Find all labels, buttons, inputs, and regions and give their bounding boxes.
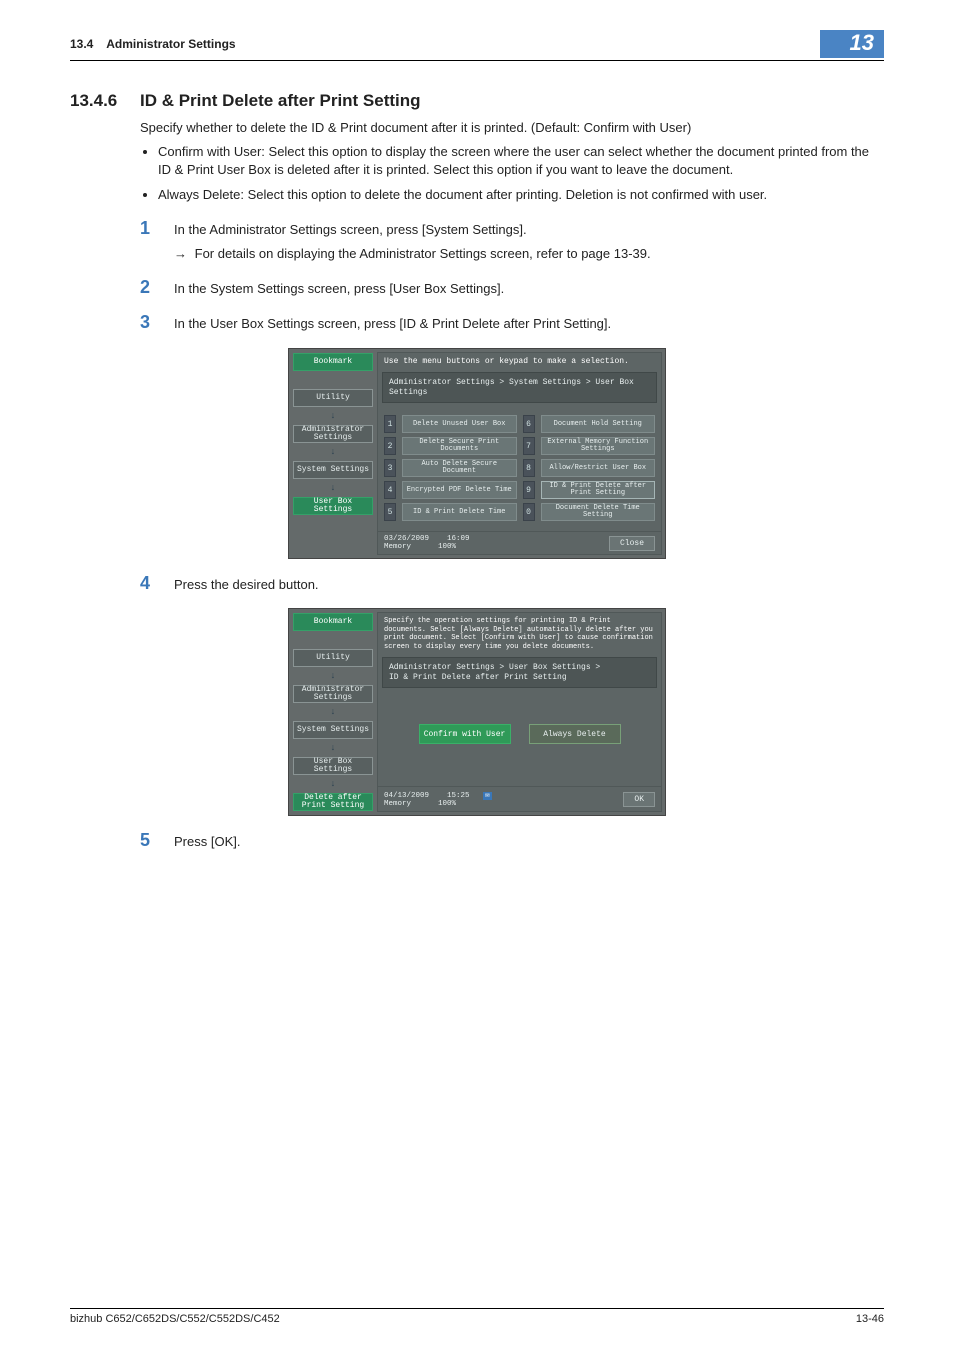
menu-item[interactable]: Document Hold Setting	[541, 415, 656, 433]
step: 4 Press the desired button.	[140, 573, 884, 594]
header-section-num: 13.4	[70, 37, 93, 51]
menu-num: 9	[523, 481, 535, 499]
chevron-down-icon: ↓	[293, 743, 373, 753]
menu-item[interactable]: ID & Print Delete after Print Setting	[541, 481, 656, 499]
menu-num: 3	[384, 459, 396, 477]
sidebar-item-bookmark[interactable]: Bookmark	[293, 613, 373, 631]
sidebar-item-utility[interactable]: Utility	[293, 649, 373, 667]
options-area: Confirm with User Always Delete	[378, 690, 661, 786]
step-substep: → For details on displaying the Administ…	[174, 245, 884, 263]
sidebar-item-user-box-settings[interactable]: User Box Settings	[293, 757, 373, 775]
breadcrumb: Administrator Settings > System Settings…	[382, 372, 657, 403]
footer-memory-label: Memory	[384, 800, 411, 808]
step-number: 5	[140, 830, 174, 851]
menu-num: 6	[523, 415, 535, 433]
page-header: 13.4 Administrator Settings 13	[70, 30, 884, 61]
sidebar-item-admin-settings[interactable]: Administrator Settings	[293, 685, 373, 703]
panel-footer: 03/26/2009 16:09 Memory 100% Close	[378, 531, 661, 554]
footer-time: 16:09	[447, 535, 470, 543]
menu-num: 1	[384, 415, 396, 433]
chevron-down-icon: ↓	[293, 483, 373, 493]
footer-date: 04/13/2009	[384, 792, 429, 800]
step: 5 Press [OK].	[140, 830, 884, 851]
step-text: Press the desired button.	[174, 573, 884, 594]
sidebar: Bookmark Utility ↓ Administrator Setting…	[289, 349, 377, 559]
intro-paragraph: Specify whether to delete the ID & Print…	[140, 119, 884, 137]
step-number: 4	[140, 573, 174, 594]
ok-button[interactable]: OK	[623, 792, 655, 807]
step-number: 2	[140, 277, 174, 298]
footer-memory-label: Memory	[384, 543, 411, 551]
chevron-down-icon: ↓	[293, 447, 373, 457]
sidebar-item-bookmark[interactable]: Bookmark	[293, 353, 373, 371]
menu-item[interactable]: Auto Delete Secure Document	[402, 459, 517, 477]
menu-item[interactable]: Allow/Restrict User Box	[541, 459, 656, 477]
menu-num: 7	[523, 437, 535, 455]
sidebar-item-system-settings[interactable]: System Settings	[293, 461, 373, 479]
section-number: 13.4.6	[70, 91, 140, 111]
sidebar-item-user-box-settings[interactable]: User Box Settings	[293, 497, 373, 515]
footer-time: 15:25	[447, 792, 470, 800]
bullet-item: Always Delete: Select this option to del…	[158, 186, 884, 204]
chevron-down-icon: ↓	[293, 707, 373, 717]
section-title-row: 13.4.6 ID & Print Delete after Print Set…	[70, 91, 884, 111]
substep-text: For details on displaying the Administra…	[195, 246, 651, 261]
chapter-badge: 13	[820, 30, 884, 58]
screenshot-user-box-settings: Bookmark Utility ↓ Administrator Setting…	[288, 348, 666, 560]
screenshot-delete-after-print: Bookmark Utility ↓ Administrator Setting…	[288, 608, 666, 816]
step-text: In the System Settings screen, press [Us…	[174, 277, 884, 298]
option-always-delete[interactable]: Always Delete	[529, 724, 621, 744]
arrow-icon: →	[174, 246, 187, 261]
sidebar-item-delete-after-print[interactable]: Delete after Print Setting	[293, 793, 373, 811]
menu-item[interactable]: Delete Unused User Box	[402, 415, 517, 433]
menu-grid: 1 Delete Unused User Box 6 Document Hold…	[378, 405, 661, 531]
chevron-down-icon: ↓	[293, 411, 373, 421]
panel-footer: 04/13/2009 15:25 ✉ Memory 100% OK	[378, 786, 661, 811]
menu-num: 2	[384, 437, 396, 455]
panel-instruction: Use the menu buttons or keypad to make a…	[378, 353, 661, 371]
sidebar-item-admin-settings[interactable]: Administrator Settings	[293, 425, 373, 443]
status-icon: ✉	[483, 792, 492, 800]
footer-model: bizhub C652/C652DS/C552/C552DS/C452	[70, 1313, 280, 1325]
footer-page-number: 13-46	[856, 1313, 884, 1325]
menu-num: 4	[384, 481, 396, 499]
panel-instruction: Specify the operation settings for print…	[378, 613, 661, 655]
breadcrumb: Administrator Settings > User Box Settin…	[382, 657, 657, 688]
menu-num: 5	[384, 503, 396, 521]
chevron-down-icon: ↓	[293, 779, 373, 789]
chevron-down-icon: ↓	[293, 671, 373, 681]
step-text: In the Administrator Settings screen, pr…	[174, 221, 884, 239]
step: 3 In the User Box Settings screen, press…	[140, 312, 884, 333]
close-button[interactable]: Close	[609, 536, 655, 551]
header-section-title: Administrator Settings	[106, 37, 235, 51]
step: 2 In the System Settings screen, press […	[140, 277, 884, 298]
step-text: Press [OK].	[174, 830, 884, 851]
footer-memory-pct: 100%	[438, 543, 456, 551]
bullet-item: Confirm with User: Select this option to…	[158, 143, 884, 179]
step-number: 1	[140, 218, 174, 263]
menu-item[interactable]: ID & Print Delete Time	[402, 503, 517, 521]
step-text: In the User Box Settings screen, press […	[174, 312, 884, 333]
footer-date: 03/26/2009	[384, 535, 429, 543]
step: 1 In the Administrator Settings screen, …	[140, 218, 884, 263]
menu-item[interactable]: Encrypted PDF Delete Time	[402, 481, 517, 499]
menu-num: 0	[523, 503, 535, 521]
menu-item[interactable]: External Memory Function Settings	[541, 437, 656, 455]
page-footer: bizhub C652/C652DS/C552/C552DS/C452 13-4…	[70, 1308, 884, 1325]
header-left: 13.4 Administrator Settings	[70, 37, 236, 51]
menu-item[interactable]: Delete Secure Print Documents	[402, 437, 517, 455]
footer-memory-pct: 100%	[438, 800, 456, 808]
section-title: ID & Print Delete after Print Setting	[140, 91, 421, 111]
sidebar: Bookmark Utility ↓ Administrator Setting…	[289, 609, 377, 815]
option-confirm-with-user[interactable]: Confirm with User	[419, 724, 511, 744]
menu-item[interactable]: Document Delete Time Setting	[541, 503, 656, 521]
menu-num: 8	[523, 459, 535, 477]
sidebar-item-system-settings[interactable]: System Settings	[293, 721, 373, 739]
bullet-list: Confirm with User: Select this option to…	[140, 143, 884, 204]
sidebar-item-utility[interactable]: Utility	[293, 389, 373, 407]
step-number: 3	[140, 312, 174, 333]
